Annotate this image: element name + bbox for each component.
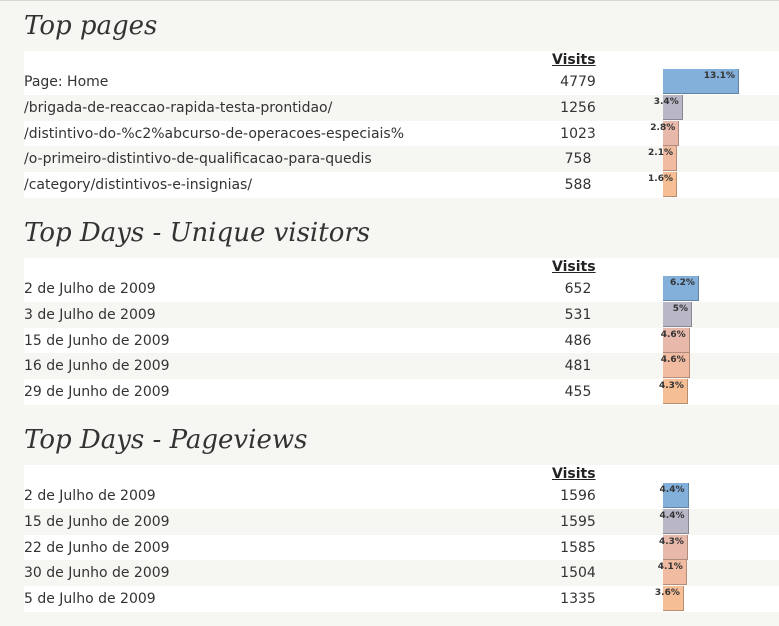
row-label: 5 de Julho de 2009 [24, 591, 156, 607]
percent-bar: 5% [663, 301, 692, 327]
percent-bar: 4.4% [659, 483, 689, 508]
table-row: /brigada-de-reaccao-rapida-testa-prontid… [0, 94, 779, 121]
section-title: Top Days - Unique visitors [24, 218, 371, 248]
row-visits: 4779 [560, 74, 596, 90]
row-label[interactable]: Page: Home [24, 74, 109, 90]
table-body: Page: Home 4779 13.1% /brigada-de-reacca… [0, 69, 779, 198]
row-visits: 1023 [560, 125, 596, 142]
row-label: 30 de Junho de 2009 [24, 565, 170, 582]
row-label[interactable]: /brigada-de-reaccao-rapida-testa-prontid… [24, 99, 333, 116]
table-row: 30 de Junho de 2009 1504 4.1% [0, 560, 779, 586]
table-body: 2 de Julho de 2009 652 6.2% 3 de Julho d… [0, 276, 779, 405]
percent-label: 2.1% [648, 148, 673, 159]
row-visits: 455 [564, 384, 592, 400]
percent-bar: 4.6% [660, 327, 690, 353]
table-row: 5 de Julho de 2009 1335 3.6% [0, 586, 779, 612]
percent-label: 5% [672, 303, 688, 314]
table-row: 29 de Junho de 2009 455 4.3% [0, 379, 779, 405]
percent-label: 2.8% [650, 122, 676, 133]
percent-bar: 4.1% [658, 560, 687, 586]
row-label: 16 de Junho de 2009 [24, 358, 170, 375]
percent-label: 3.4% [653, 96, 679, 107]
row-label: 22 de Junho de 2009 [24, 539, 170, 556]
percent-bar: 4.3% [659, 534, 688, 560]
percent-bar: 3.6% [655, 586, 684, 611]
percent-label: 4.6% [660, 355, 686, 366]
table-header [24, 51, 779, 69]
row-visits: 481 [564, 358, 592, 375]
table-row: 15 de Junho de 2009 486 4.6% [0, 327, 779, 354]
percent-label: 4.3% [658, 536, 684, 547]
table-row: 2 de Julho de 2009 1596 4.4% [0, 483, 779, 509]
row-visits: 531 [564, 306, 592, 323]
row-label: 2 de Julho de 2009 [24, 488, 156, 504]
table-row: Page: Home 4779 13.1% [0, 69, 779, 95]
table-row: /distintivo-do-%c2%abcurso-de-operacoes-… [0, 120, 779, 147]
row-label: 15 de Junho de 2009 [24, 513, 170, 530]
row-label: 29 de Junho de 2009 [24, 384, 170, 400]
row-visits: 486 [564, 332, 592, 349]
percent-label: 3.6% [654, 588, 680, 598]
table-body: 2 de Julho de 2009 1596 4.4% 15 de Junho… [0, 483, 779, 612]
percent-label: 6.2% [669, 278, 695, 288]
row-label: 15 de Junho de 2009 [24, 332, 170, 349]
visits-column-header: Visits [552, 259, 596, 275]
table-row: 22 de Junho de 2009 1585 4.3% [0, 534, 779, 561]
row-visits: 1585 [560, 539, 596, 556]
percent-bar: 6.2% [663, 276, 699, 301]
percent-label: 4.4% [659, 485, 685, 495]
percent-bar: 4.6% [660, 353, 690, 379]
row-visits: 652 [564, 281, 592, 297]
row-visits: 1596 [560, 488, 596, 504]
row-visits: 758 [564, 151, 592, 168]
table-row: /o-primeiro-distintivo-de-qualificacao-p… [0, 146, 779, 172]
percent-bar: 2.8% [650, 120, 680, 146]
table-header [24, 258, 779, 276]
row-visits: 1504 [560, 565, 596, 582]
table-header [24, 465, 779, 483]
percent-bar: 1.6% [648, 172, 677, 197]
percent-label: 13.1% [703, 71, 735, 81]
percent-label: 1.6% [648, 174, 673, 184]
section-title: Top Days - Pageviews [24, 425, 308, 455]
percent-label: 4.1% [657, 562, 683, 573]
row-visits: 1595 [560, 513, 596, 530]
percent-label: 4.3% [658, 381, 684, 391]
percent-bar: 2.1% [648, 146, 677, 172]
row-label[interactable]: /category/distintivos-e-insignias/ [24, 177, 253, 193]
table-row: 16 de Junho de 2009 481 4.6% [0, 353, 779, 379]
percent-label: 4.4% [659, 510, 685, 521]
row-visits: 588 [564, 177, 592, 193]
percent-bar: 4.4% [659, 508, 689, 534]
table-row: 2 de Julho de 2009 652 6.2% [0, 276, 779, 302]
row-label[interactable]: /distintivo-do-%c2%abcurso-de-operacoes-… [24, 125, 405, 142]
table-row: 15 de Junho de 2009 1595 4.4% [0, 508, 779, 535]
row-label[interactable]: /o-primeiro-distintivo-de-qualificacao-p… [24, 151, 372, 168]
visits-column-header: Visits [552, 466, 596, 482]
section-title: Top pages [24, 11, 158, 41]
row-label: 3 de Julho de 2009 [24, 306, 156, 323]
percent-label: 4.6% [660, 329, 686, 340]
percent-bar: 4.3% [659, 379, 688, 404]
row-label: 2 de Julho de 2009 [24, 281, 156, 297]
percent-bar: 13.1% [663, 69, 739, 94]
visits-column-header: Visits [552, 52, 596, 68]
table-row: 3 de Julho de 2009 531 5% [0, 301, 779, 328]
table-row: /category/distintivos-e-insignias/ 588 1… [0, 172, 779, 198]
percent-bar: 3.4% [654, 94, 683, 120]
row-visits: 1256 [560, 99, 596, 116]
row-visits: 1335 [560, 591, 596, 607]
